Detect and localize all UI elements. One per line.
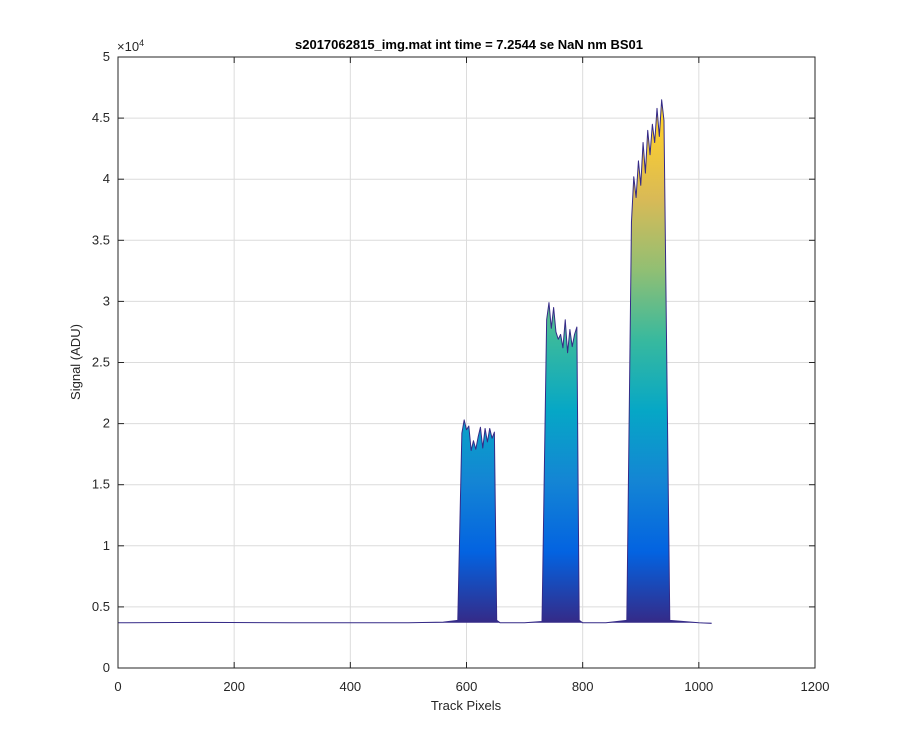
signal-line bbox=[118, 99, 712, 624]
y-tick-label: 0 bbox=[103, 660, 110, 675]
chart-title: s2017062815_img.mat int time = 7.2544 se… bbox=[295, 37, 643, 52]
y-tick-label: 4 bbox=[103, 171, 110, 186]
y-tick-label: 5 bbox=[103, 49, 110, 64]
x-tick-label: 1200 bbox=[801, 679, 830, 694]
y-tick-label: 1.5 bbox=[92, 477, 110, 492]
x-tick-label: 400 bbox=[339, 679, 361, 694]
x-tick-label: 200 bbox=[223, 679, 245, 694]
x-tick-label: 1000 bbox=[684, 679, 713, 694]
y-tick-label: 2.5 bbox=[92, 355, 110, 370]
y-tick-label: 0.5 bbox=[92, 599, 110, 614]
x-tick-label: 0 bbox=[114, 679, 121, 694]
y-axis-label: Signal (ADU) bbox=[68, 324, 83, 400]
ticks bbox=[117, 56, 816, 669]
y-tick-label: 3 bbox=[103, 293, 110, 308]
y-exponent-label: ×104 bbox=[117, 38, 144, 54]
x-tick-label: 800 bbox=[572, 679, 594, 694]
signal-area bbox=[118, 99, 712, 624]
x-tick-label: 600 bbox=[456, 679, 478, 694]
y-tick-label: 3.5 bbox=[92, 232, 110, 247]
x-axis-label: Track Pixels bbox=[431, 698, 502, 713]
tick-labels: 0 200 400 600 800 1000 1200 0 0.5 1 1.5 2 2.5 3 3.5 4 4.… bbox=[92, 49, 830, 694]
data-marks bbox=[118, 99, 712, 624]
y-tick-label: 4.5 bbox=[92, 110, 110, 125]
y-tick-label: 1 bbox=[103, 538, 110, 553]
y-tick-label: 2 bbox=[103, 416, 110, 431]
